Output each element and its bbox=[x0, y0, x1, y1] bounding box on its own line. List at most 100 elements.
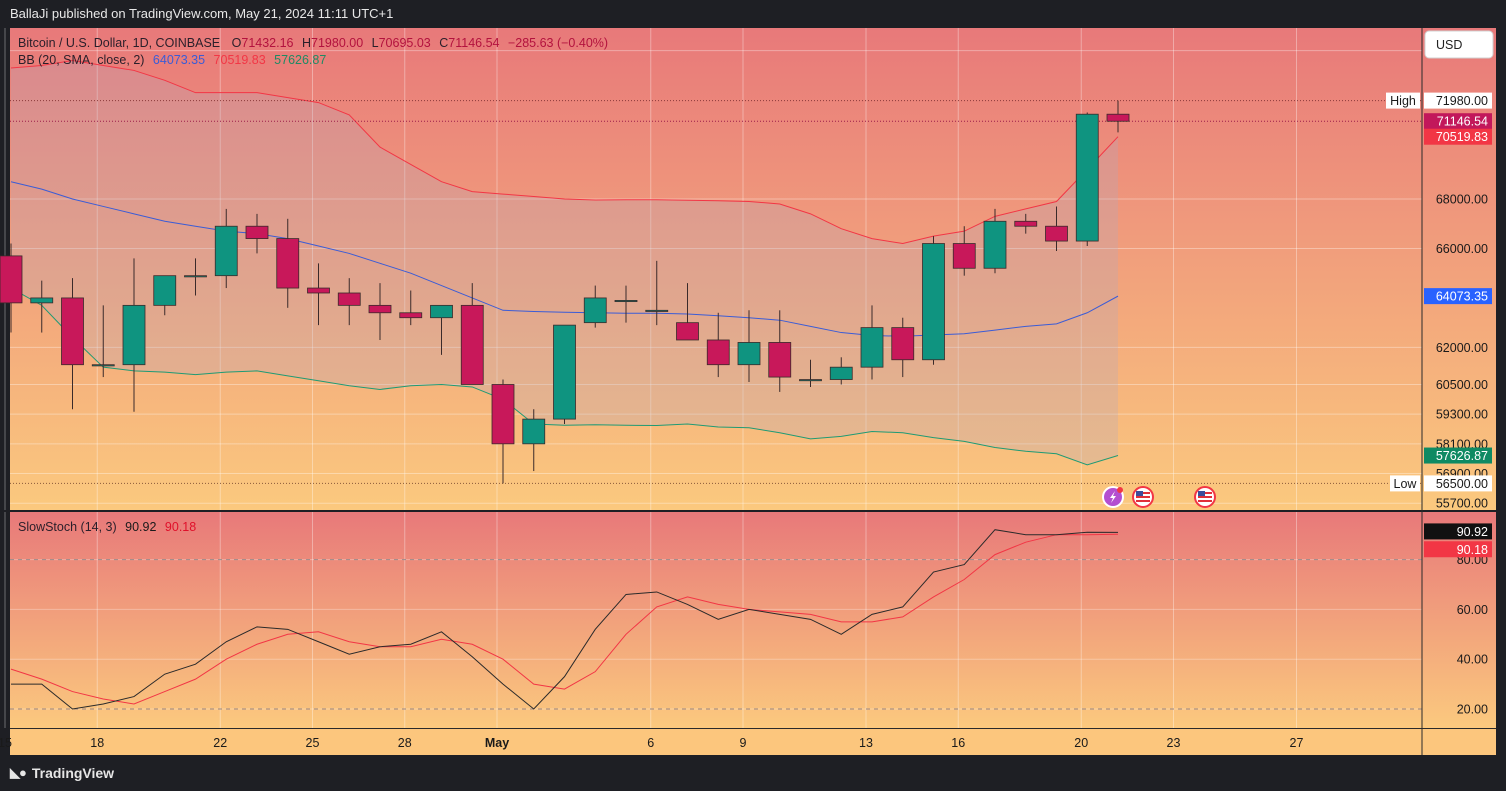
candle bbox=[460, 283, 484, 385]
candle-body bbox=[61, 297, 84, 366]
candle-body bbox=[645, 309, 669, 312]
candle bbox=[245, 213, 269, 254]
candle-body bbox=[184, 275, 207, 278]
candle-body bbox=[460, 304, 484, 385]
candle-body bbox=[860, 327, 884, 368]
price-grid bbox=[10, 50, 1422, 504]
candle bbox=[553, 324, 576, 425]
candle-body bbox=[368, 304, 392, 314]
low-price-tag-box bbox=[1424, 475, 1492, 492]
candle bbox=[706, 312, 730, 378]
last-price-value: 71146.54 bbox=[1437, 115, 1488, 129]
time-tick-label: 9 bbox=[740, 736, 747, 750]
tradingview-brand: TradingView bbox=[31, 765, 115, 781]
candle bbox=[1075, 112, 1099, 247]
candle-body bbox=[1106, 113, 1130, 122]
stoch-legend: SlowStoch (14, 3) 90.92 90.18 bbox=[18, 520, 196, 534]
bb-upper-tag-box bbox=[1424, 128, 1492, 145]
bb-upper-tag: 70519.83 bbox=[1424, 128, 1492, 145]
candle-body bbox=[122, 304, 146, 366]
tradingview-logo[interactable]: ◣● TradingView bbox=[10, 765, 114, 781]
candle bbox=[276, 218, 300, 308]
low-label-box bbox=[1390, 475, 1420, 492]
bb-upper-tag-value: 70519.83 bbox=[1436, 130, 1488, 144]
stoch-tick-label: 20.00 bbox=[1457, 703, 1488, 717]
candle-body bbox=[952, 243, 976, 269]
time-axis-ticks: 15 18 22 25 28 May 6 9 13 16 20 23 27 bbox=[0, 736, 1303, 750]
bb-basis-tag-value: 64073.35 bbox=[1436, 290, 1488, 304]
candle bbox=[614, 285, 638, 323]
candle bbox=[30, 280, 54, 333]
time-tick-label: May bbox=[485, 736, 509, 750]
candle bbox=[122, 258, 146, 412]
currency-button[interactable]: USD bbox=[1424, 30, 1494, 59]
bb-upper-value: 70519.83 bbox=[214, 53, 266, 67]
candle bbox=[368, 283, 392, 340]
high-value: 71980.00 bbox=[311, 36, 363, 50]
price-tick-label: 60500.00 bbox=[1436, 378, 1488, 392]
low-label: L bbox=[372, 36, 379, 50]
candle bbox=[860, 305, 884, 380]
low-price-tag-value: 56500.00 bbox=[1436, 477, 1488, 491]
time-tick-label: 28 bbox=[398, 736, 412, 750]
us-flag-event-icon[interactable] bbox=[1132, 486, 1154, 508]
candle bbox=[491, 379, 515, 484]
high-price-tag-value: 71980.00 bbox=[1436, 94, 1488, 108]
bb-basis-tag-box bbox=[1424, 288, 1492, 305]
candle bbox=[0, 243, 23, 333]
time-tick-label: 27 bbox=[1290, 736, 1304, 750]
bb-basis-value: 64073.35 bbox=[153, 53, 205, 67]
candle-body bbox=[276, 238, 300, 289]
time-tick-label: 25 bbox=[306, 736, 320, 750]
candle bbox=[307, 263, 330, 326]
time-axis-background bbox=[10, 729, 1496, 755]
stoch-k-tag: 90.92 bbox=[1424, 523, 1492, 540]
candle bbox=[922, 236, 945, 365]
stoch-d-line bbox=[10, 533, 1119, 705]
lightning-event-icon[interactable] bbox=[1102, 486, 1124, 508]
time-tick-label: 22 bbox=[213, 736, 227, 750]
stoch-d-tag: 90.18 bbox=[1424, 541, 1492, 558]
price-axis-tags: 71980.00High56500.00Low71146.5413:48:427… bbox=[1386, 92, 1492, 492]
high-label-box bbox=[1386, 92, 1420, 109]
candle-body bbox=[399, 312, 423, 319]
candle-body bbox=[676, 322, 699, 341]
candle-body bbox=[491, 384, 515, 445]
low-price-tag: 56500.00 Low bbox=[1390, 475, 1492, 492]
time-tick-label: 23 bbox=[1167, 736, 1181, 750]
stoch-tick-label: 60.00 bbox=[1457, 603, 1488, 617]
candles-group bbox=[0, 100, 1130, 484]
candle-body bbox=[91, 364, 115, 367]
currency-label[interactable]: USD bbox=[1436, 38, 1462, 52]
candle bbox=[184, 258, 207, 296]
bb-legend: BB (20, SMA, close, 2) 64073.35 70519.83… bbox=[18, 53, 326, 67]
bollinger-lower-line bbox=[10, 287, 1119, 466]
candle-body bbox=[307, 287, 330, 294]
bb-lower-tag: 57626.87 bbox=[1424, 447, 1492, 464]
candle-body bbox=[1014, 220, 1038, 227]
price-pane-background bbox=[10, 28, 1422, 510]
high-price-tag: 71980.00 High bbox=[1386, 92, 1492, 109]
us-flag-event-icon[interactable] bbox=[1194, 486, 1216, 508]
candle bbox=[829, 357, 853, 385]
candle-body bbox=[1075, 113, 1099, 242]
candle-body bbox=[891, 327, 915, 361]
stoch-d-tag-box bbox=[1424, 541, 1492, 558]
high-label: H bbox=[302, 36, 311, 50]
time-tick-label: 13 bbox=[859, 736, 873, 750]
candle-body bbox=[1045, 225, 1068, 242]
candle bbox=[1014, 213, 1038, 234]
candle bbox=[522, 409, 546, 472]
stoch-d-value: 90.18 bbox=[165, 520, 196, 534]
open-label: O bbox=[232, 36, 242, 50]
candle bbox=[153, 275, 177, 316]
high-price-tag-box bbox=[1424, 92, 1492, 109]
candle-body bbox=[799, 379, 822, 382]
candle-body bbox=[706, 339, 730, 366]
candle bbox=[983, 208, 1007, 274]
candle bbox=[952, 226, 976, 276]
time-tick-label: 18 bbox=[90, 736, 104, 750]
candle bbox=[645, 260, 669, 326]
